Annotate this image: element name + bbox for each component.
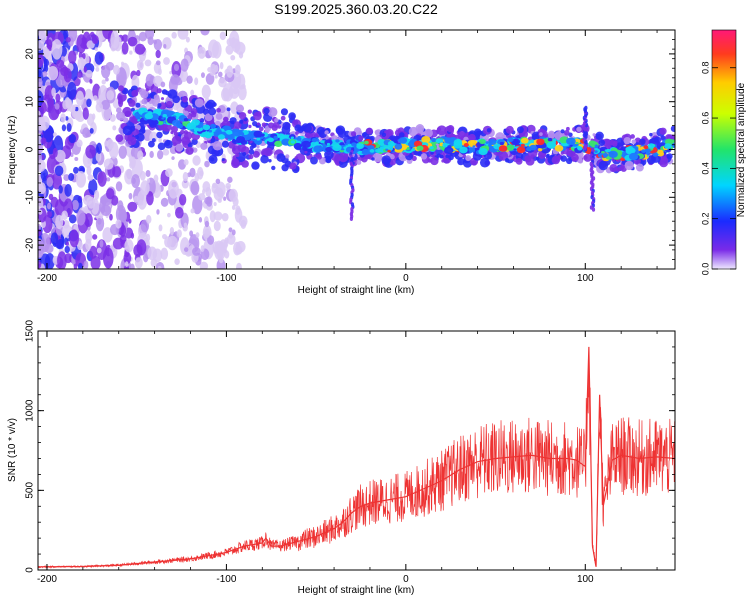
spectrogram-image xyxy=(38,30,675,269)
figure-title: S199.2025.360.03.20.C22 xyxy=(274,1,438,17)
colorbar-label: Normalized spectral amplitude xyxy=(736,82,747,217)
snr-ytick-label: 1500 xyxy=(25,319,36,342)
spectrogram-ytick-label: 10 xyxy=(25,96,36,108)
spectrogram-ytick-label: -10 xyxy=(25,190,36,205)
snr-ytick-label: 500 xyxy=(25,482,36,499)
snr-xtick-label: 0 xyxy=(403,574,409,585)
snr-ylabel: SNR (10 * v/v) xyxy=(7,418,18,482)
colorbar-tick-label: 0.8 xyxy=(700,61,710,74)
spectrogram-ylabel: Frequency (Hz) xyxy=(7,116,18,185)
colorbar-tick-label: 0.0 xyxy=(700,263,710,276)
snr-xtick-label: -200 xyxy=(37,574,57,585)
snr-xtick-label: -100 xyxy=(216,574,236,585)
snr-xtick-label: 100 xyxy=(577,574,594,585)
spectrogram-xtick-label: -100 xyxy=(216,273,236,284)
spectrogram-ytick-label: 20 xyxy=(25,48,36,60)
snr-series-noise xyxy=(38,369,675,569)
spectrogram-xtick-label: 100 xyxy=(577,273,594,284)
spectrogram-xtick-label: 0 xyxy=(403,273,409,284)
spectrogram-xlabel: Height of straight line (km) xyxy=(298,285,415,296)
colorbar: 0.0 0.2 0.4 0.6 0.8 Normalized spectral ampl… xyxy=(700,29,747,276)
spectrogram-ytick-label: 0 xyxy=(25,146,36,152)
spectrogram-xtick-label: -200 xyxy=(37,273,57,284)
colorbar-tick-label: 0.4 xyxy=(700,162,710,175)
snr-ytick-label: 0 xyxy=(25,567,36,573)
colorbar-tick-label: 0.2 xyxy=(700,212,710,225)
snr-series-line xyxy=(38,346,675,568)
snr-xlabel: Height of straight line (km) xyxy=(298,585,415,596)
spectrogram-ytick-label: -20 xyxy=(25,237,36,252)
colorbar-gradient xyxy=(712,30,736,269)
colorbar-tick-label: 0.6 xyxy=(700,112,710,125)
snr-frame xyxy=(37,330,676,571)
snr-ytick-label: 1000 xyxy=(25,399,36,422)
